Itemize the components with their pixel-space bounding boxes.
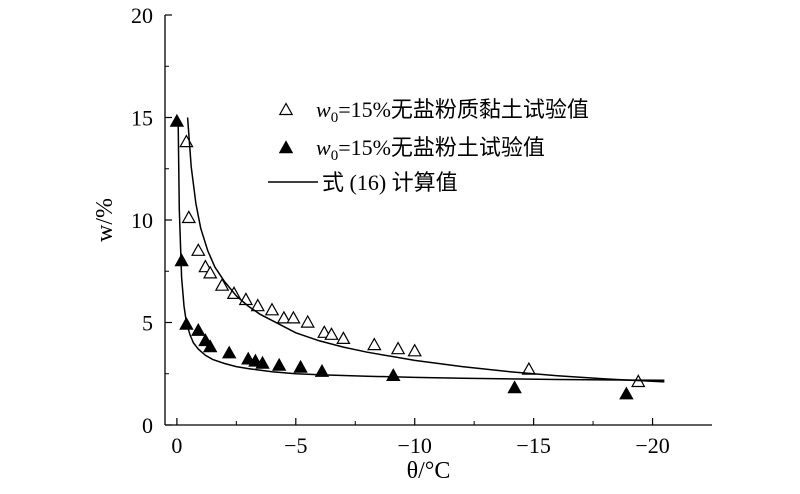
calculated-curve-2 — [186, 117, 665, 383]
silt-data-point — [507, 380, 522, 394]
y-tick-label: 0 — [142, 413, 153, 438]
silty-clay-data-point — [214, 277, 230, 291]
legend-entry-silty-clay: w0=15%无盐粉质黏土试验值 — [316, 97, 589, 126]
calculated-curve-3 — [177, 117, 665, 382]
silt-data-point — [202, 339, 218, 353]
silty-clay-data-point — [276, 310, 292, 324]
silty-clay-data-point — [521, 361, 537, 375]
silty-clay-data-point — [202, 265, 218, 279]
silt-data-point — [221, 345, 237, 359]
silt-data-point — [191, 322, 206, 336]
silty-clay-data-point — [300, 314, 315, 328]
y-tick-label: 10 — [131, 208, 153, 233]
silty-clay-data-point — [407, 343, 422, 357]
silt-data-point — [271, 357, 287, 371]
silt-data-point — [619, 386, 634, 400]
plot-area — [169, 113, 665, 400]
silty-clay-data-point — [390, 341, 406, 355]
legend-filled-triangle-icon — [278, 140, 294, 154]
y-tick-label: 5 — [142, 311, 153, 336]
silty-clay-data-point — [367, 337, 382, 351]
axes: 0 −5 −10 −15 −20 0 5 10 15 20 θ/°C w/% — [92, 3, 712, 484]
silty-clay-data-point — [191, 243, 206, 256]
legend-entry-silt: w0=15%无盐粉土试验值 — [316, 135, 545, 164]
x-tick-label: −15 — [516, 433, 550, 458]
silt-data-point — [293, 359, 308, 373]
y-axis-label: w/% — [92, 198, 118, 242]
x-tick-label: −20 — [635, 433, 669, 458]
x-tick-label: −5 — [284, 433, 307, 458]
silt-data-point — [169, 113, 185, 127]
silty-clay-data-point — [286, 310, 301, 324]
silty-clay-data-point — [264, 302, 280, 316]
x-tick-label: 0 — [171, 433, 182, 458]
x-axis-label: θ/°C — [407, 458, 451, 484]
silty-clay-data-point — [336, 331, 351, 344]
silt-data-point — [314, 363, 330, 377]
silty-clay-data-point — [181, 210, 197, 224]
y-tick-label: 20 — [131, 3, 153, 28]
silty-clay-data-point — [250, 298, 265, 312]
legend-entry-calculated: 式 (16) 计算值 — [322, 170, 458, 195]
legend-open-triangle-icon — [278, 102, 294, 116]
silt-data-point — [255, 355, 270, 369]
x-tick-label: −10 — [398, 433, 432, 458]
y-tick-label: 15 — [131, 106, 153, 131]
silty-clay-data-point — [324, 327, 339, 340]
